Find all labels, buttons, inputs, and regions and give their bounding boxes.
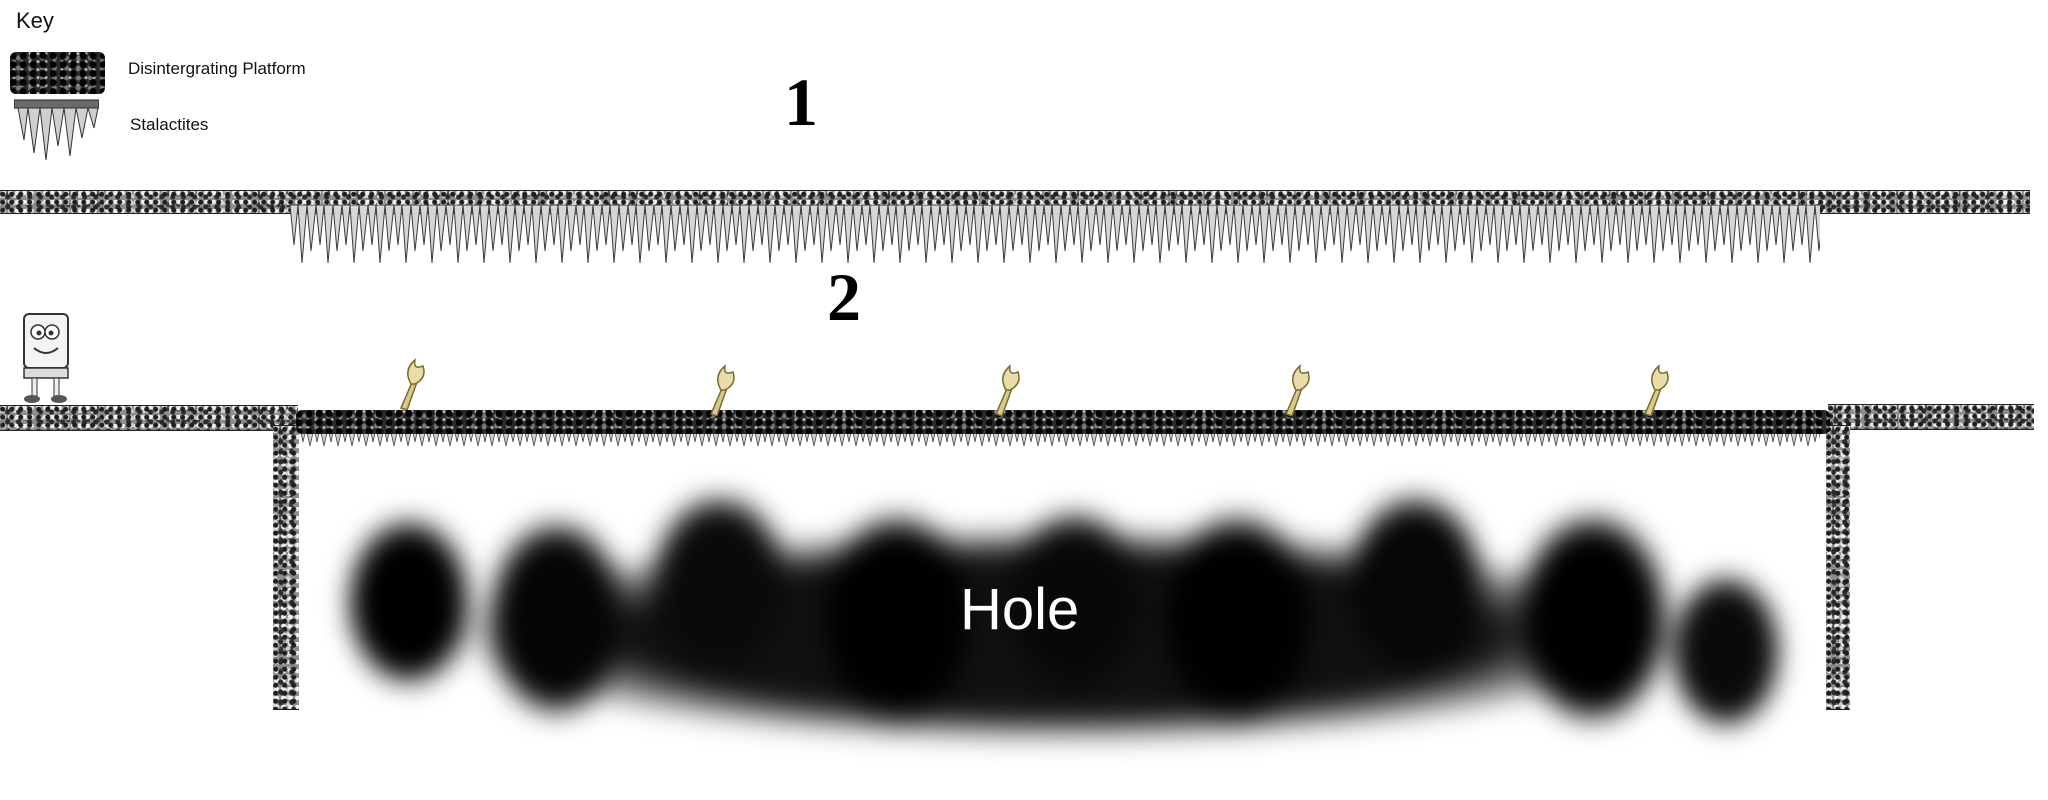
stone-ledge-left xyxy=(0,405,298,431)
disintegrating-platform-icon xyxy=(10,52,105,94)
key-title: Key xyxy=(16,8,54,33)
hole-label: Hole xyxy=(960,577,1080,642)
disintegrating-platform xyxy=(296,410,1830,434)
hole-wall-right xyxy=(1826,425,1850,710)
torch-icon xyxy=(994,364,1020,416)
stalactites-icon xyxy=(14,99,99,161)
torch-icon xyxy=(709,364,735,416)
torch-icon xyxy=(1643,364,1669,416)
hole-wall-left xyxy=(273,425,299,710)
hole-darkness xyxy=(320,470,1800,800)
section-1-number: 1 xyxy=(784,64,818,140)
torch-icon xyxy=(399,358,425,410)
stalactites-row xyxy=(290,205,1820,267)
section-2-number: 2 xyxy=(827,259,861,335)
stone-ledge-right xyxy=(1828,404,2034,430)
player-character-icon xyxy=(23,313,69,403)
key-stalactites-label: Stalactites xyxy=(130,115,209,134)
key-disintegrating-platform-label: Disintergrating Platform xyxy=(128,59,306,78)
torch-icon xyxy=(1284,364,1310,416)
